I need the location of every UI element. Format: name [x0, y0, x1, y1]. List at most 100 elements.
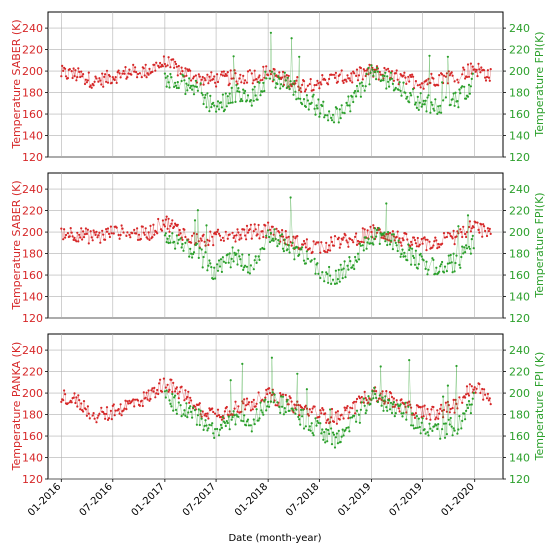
y-tick-label-right: 160: [509, 108, 530, 121]
data-point: [322, 438, 325, 441]
data-point: [250, 72, 253, 75]
data-point: [206, 269, 209, 272]
data-point: [168, 230, 171, 233]
data-point: [138, 404, 141, 407]
data-point: [274, 86, 277, 89]
data-point: [271, 225, 274, 228]
data-point: [221, 74, 224, 77]
data-point: [192, 252, 195, 256]
data-point: [77, 394, 80, 397]
data-point: [273, 72, 276, 75]
data-point: [380, 404, 383, 407]
data-point: [351, 95, 354, 98]
data-point: [284, 393, 287, 397]
data-point: [191, 256, 194, 259]
data-point: [372, 74, 375, 77]
data-point: [191, 88, 194, 91]
data-point: [183, 228, 186, 231]
data-point: [170, 378, 173, 381]
data-point: [327, 418, 330, 421]
data-point: [198, 402, 201, 405]
data-point: [190, 79, 193, 82]
data-point: [441, 260, 444, 264]
data-point: [175, 65, 178, 68]
data-point: [470, 385, 473, 388]
data-point: [355, 409, 359, 412]
data-point: [258, 258, 261, 261]
data-point: [473, 386, 476, 389]
data-point: [234, 400, 237, 403]
data-point: [469, 412, 472, 415]
data-point: [253, 259, 256, 262]
data-point: [382, 79, 385, 82]
data-point: [345, 426, 348, 430]
data-point: [165, 215, 168, 218]
data-point: [329, 249, 332, 252]
data-point: [463, 68, 466, 71]
data-point: [395, 235, 398, 239]
data-point: [148, 238, 151, 241]
data-point: [184, 92, 187, 96]
data-point: [334, 71, 337, 74]
data-point: [104, 73, 107, 76]
data-point: [122, 69, 125, 73]
data-point: [465, 409, 468, 412]
data-point: [105, 69, 109, 72]
data-point: [314, 272, 317, 275]
data-point: [293, 80, 296, 83]
data-point: [395, 399, 398, 402]
data-point: [253, 69, 256, 72]
data-point: [349, 79, 352, 82]
data-point: [209, 262, 212, 265]
data-point: [414, 101, 417, 104]
data-point: [355, 95, 358, 98]
data-point: [325, 241, 328, 244]
data-point: [440, 263, 443, 266]
data-point: [367, 237, 370, 240]
data-point: [319, 251, 322, 254]
series-green: [163, 31, 474, 124]
data-point: [104, 417, 107, 420]
data-point: [284, 230, 287, 233]
data-point: [364, 397, 367, 400]
data-point: [75, 240, 78, 243]
data-point: [132, 398, 135, 401]
data-point: [136, 72, 140, 76]
data-point: [374, 392, 377, 396]
data-point: [465, 393, 468, 396]
data-point: [192, 251, 196, 254]
data-point: [253, 223, 256, 226]
data-point: [97, 414, 100, 417]
y-tick-label-right: 120: [509, 312, 530, 325]
data-point: [178, 390, 181, 393]
data-point: [204, 419, 207, 422]
data-point: [361, 244, 364, 247]
data-point: [249, 409, 252, 412]
data-point: [427, 268, 430, 271]
data-point: [460, 255, 463, 259]
data-point: [418, 83, 421, 86]
y-tick-label-left: 240: [22, 344, 43, 357]
data-point: [423, 236, 426, 239]
data-point: [372, 397, 375, 400]
data-point: [381, 396, 384, 399]
data-point: [442, 74, 446, 77]
data-point: [475, 387, 478, 390]
data-point: [208, 239, 211, 242]
data-point: [296, 235, 299, 238]
data-point: [432, 77, 435, 80]
data-point: [156, 232, 159, 235]
data-point: [124, 399, 127, 402]
data-point: [417, 263, 420, 266]
data-point: [203, 77, 206, 80]
data-point: [228, 233, 231, 236]
data-point: [73, 75, 76, 78]
data-point: [91, 239, 94, 242]
data-point: [218, 234, 222, 237]
data-point: [366, 229, 369, 232]
data-point: [296, 76, 299, 79]
data-point: [141, 404, 144, 408]
data-point: [465, 385, 469, 388]
data-point: [242, 402, 245, 405]
y-tick-label-left: 140: [22, 130, 43, 143]
